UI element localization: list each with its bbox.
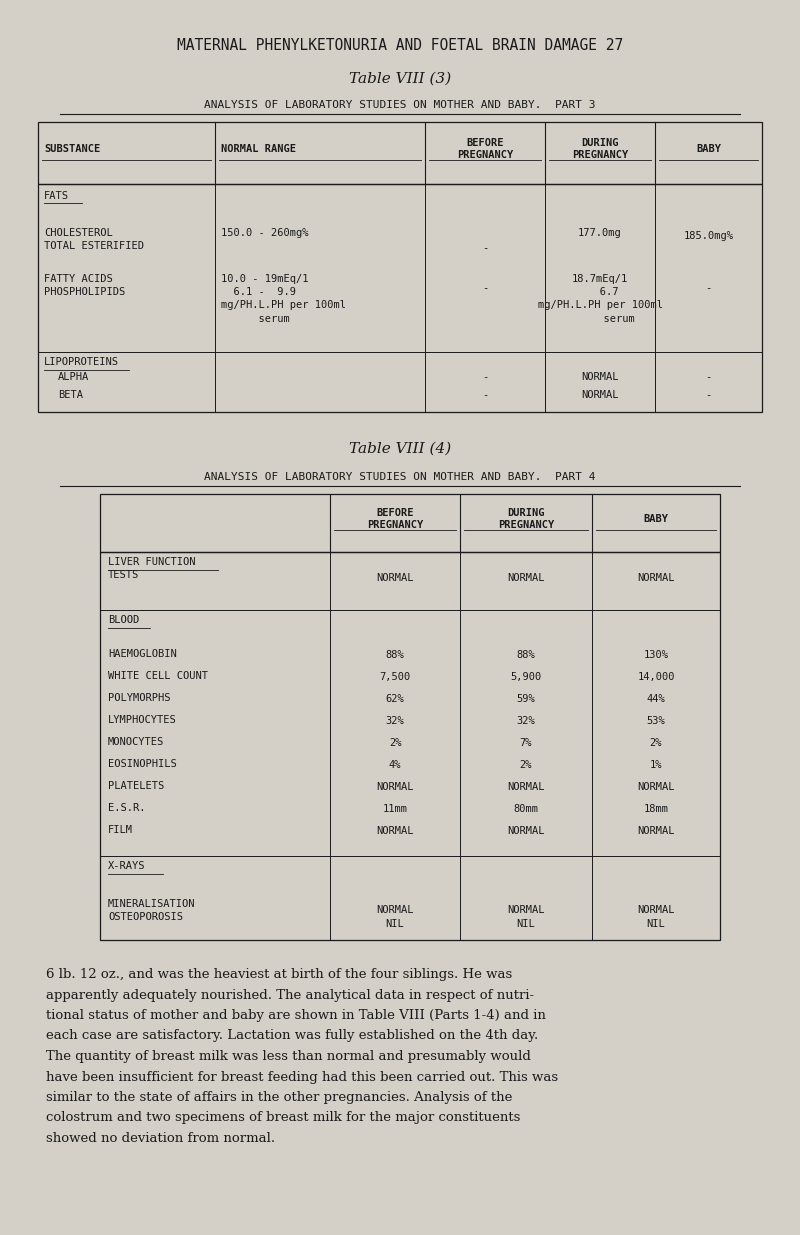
Text: each case are satisfactory. Lactation was fully established on the 4th day.: each case are satisfactory. Lactation wa…: [46, 1030, 538, 1042]
Text: PLATELETS: PLATELETS: [108, 781, 164, 790]
Text: SUBSTANCE: SUBSTANCE: [44, 144, 100, 154]
Bar: [38, 122, 762, 184]
Text: E.S.R.: E.S.R.: [108, 803, 146, 813]
Text: 14,000: 14,000: [638, 672, 674, 682]
Text: NORMAL: NORMAL: [638, 573, 674, 583]
Text: 2%: 2%: [520, 760, 532, 769]
Text: ALPHA: ALPHA: [58, 372, 90, 382]
Text: colostrum and two specimens of breast milk for the major constituents: colostrum and two specimens of breast mi…: [46, 1112, 520, 1125]
Text: 18mm: 18mm: [643, 804, 669, 814]
Text: POLYMORPHS: POLYMORPHS: [108, 693, 170, 703]
Text: X-RAYS: X-RAYS: [108, 861, 146, 871]
Text: MATERNAL PHENYLKETONURIA AND FOETAL BRAIN DAMAGE 27: MATERNAL PHENYLKETONURIA AND FOETAL BRAI…: [177, 38, 623, 53]
Text: CHOLESTEROL
TOTAL ESTERIFIED: CHOLESTEROL TOTAL ESTERIFIED: [44, 228, 144, 251]
Text: MONOCYTES: MONOCYTES: [108, 737, 164, 747]
Text: 4%: 4%: [389, 760, 402, 769]
Text: -: -: [482, 243, 488, 253]
Text: BEFORE
PREGNANCY: BEFORE PREGNANCY: [367, 508, 423, 530]
Text: -: -: [706, 390, 712, 400]
Text: -: -: [706, 372, 712, 382]
Text: DURING
PREGNANCY: DURING PREGNANCY: [498, 508, 554, 530]
Text: BETA: BETA: [58, 390, 83, 400]
Text: Table VIII (3): Table VIII (3): [349, 72, 451, 86]
Text: 10.0 - 19mEq/1
  6.1 -  9.9
mg/PH.L.PH per 100ml
      serum: 10.0 - 19mEq/1 6.1 - 9.9 mg/PH.L.PH per …: [221, 274, 346, 324]
Text: 7%: 7%: [520, 739, 532, 748]
Text: NORMAL: NORMAL: [376, 826, 414, 836]
Text: similar to the state of affairs in the other pregnancies. Analysis of the: similar to the state of affairs in the o…: [46, 1091, 512, 1104]
Text: DURING
PREGNANCY: DURING PREGNANCY: [572, 138, 628, 161]
Text: 88%: 88%: [517, 650, 535, 659]
Text: Table VIII (4): Table VIII (4): [349, 442, 451, 456]
Text: FILM: FILM: [108, 825, 133, 835]
Text: 2%: 2%: [389, 739, 402, 748]
Text: 44%: 44%: [646, 694, 666, 704]
Text: 177.0mg: 177.0mg: [578, 228, 622, 238]
Text: HAEMOGLOBIN: HAEMOGLOBIN: [108, 650, 177, 659]
Text: NORMAL RANGE: NORMAL RANGE: [221, 144, 296, 154]
Text: 32%: 32%: [386, 716, 404, 726]
Text: 7,500: 7,500: [379, 672, 410, 682]
Text: BEFORE
PREGNANCY: BEFORE PREGNANCY: [457, 138, 513, 161]
Bar: [100, 552, 720, 940]
Text: NORMAL: NORMAL: [507, 573, 545, 583]
Text: NORMAL: NORMAL: [638, 826, 674, 836]
Text: 62%: 62%: [386, 694, 404, 704]
Text: 150.0 - 260mg%: 150.0 - 260mg%: [221, 228, 309, 238]
Bar: [100, 494, 720, 552]
Text: NORMAL: NORMAL: [507, 826, 545, 836]
Text: NORMAL: NORMAL: [582, 372, 618, 382]
Text: BABY: BABY: [696, 144, 721, 154]
Text: 185.0mg%: 185.0mg%: [683, 231, 734, 241]
Text: 11mm: 11mm: [382, 804, 407, 814]
Text: NORMAL
NIL: NORMAL NIL: [507, 905, 545, 929]
Text: NORMAL: NORMAL: [638, 782, 674, 792]
Bar: [38, 184, 762, 412]
Text: NORMAL
NIL: NORMAL NIL: [376, 905, 414, 929]
Text: ANALYSIS OF LABORATORY STUDIES ON MOTHER AND BABY.  PART 3: ANALYSIS OF LABORATORY STUDIES ON MOTHER…: [204, 100, 596, 110]
Text: tional status of mother and baby are shown in Table VIII (Parts 1-4) and in: tional status of mother and baby are sho…: [46, 1009, 546, 1023]
Text: FATTY ACIDS
PHOSPHOLIPIDS: FATTY ACIDS PHOSPHOLIPIDS: [44, 274, 126, 298]
Text: NORMAL: NORMAL: [507, 782, 545, 792]
Text: -: -: [482, 390, 488, 400]
Text: LIVER FUNCTION
TESTS: LIVER FUNCTION TESTS: [108, 557, 195, 580]
Text: 88%: 88%: [386, 650, 404, 659]
Text: BABY: BABY: [643, 514, 669, 524]
Text: NORMAL: NORMAL: [582, 390, 618, 400]
Text: NORMAL
NIL: NORMAL NIL: [638, 905, 674, 929]
Text: MINERALISATION
OSTEOPOROSIS: MINERALISATION OSTEOPOROSIS: [108, 899, 195, 923]
Text: 2%: 2%: [650, 739, 662, 748]
Text: 6 lb. 12 oz., and was the heaviest at birth of the four siblings. He was: 6 lb. 12 oz., and was the heaviest at bi…: [46, 968, 512, 981]
Text: 32%: 32%: [517, 716, 535, 726]
Text: have been insufficient for breast feeding had this been carried out. This was: have been insufficient for breast feedin…: [46, 1071, 558, 1083]
Text: showed no deviation from normal.: showed no deviation from normal.: [46, 1132, 275, 1145]
Text: 80mm: 80mm: [514, 804, 538, 814]
Text: 18.7mEq/1
   6.7
mg/PH.L.PH per 100ml
      serum: 18.7mEq/1 6.7 mg/PH.L.PH per 100ml serum: [538, 274, 662, 324]
Text: NORMAL: NORMAL: [376, 573, 414, 583]
Text: LIPOPROTEINS: LIPOPROTEINS: [44, 357, 119, 367]
Text: 5,900: 5,900: [510, 672, 542, 682]
Text: 53%: 53%: [646, 716, 666, 726]
Text: 1%: 1%: [650, 760, 662, 769]
Text: -: -: [706, 283, 712, 293]
Text: apparently adequately nourished. The analytical data in respect of nutri-: apparently adequately nourished. The ana…: [46, 988, 534, 1002]
Text: BLOOD: BLOOD: [108, 615, 139, 625]
Text: NORMAL: NORMAL: [376, 782, 414, 792]
Text: ANALYSIS OF LABORATORY STUDIES ON MOTHER AND BABY.  PART 4: ANALYSIS OF LABORATORY STUDIES ON MOTHER…: [204, 472, 596, 482]
Text: FATS: FATS: [44, 191, 69, 201]
Text: 130%: 130%: [643, 650, 669, 659]
Text: -: -: [482, 372, 488, 382]
Text: The quantity of breast milk was less than normal and presumably would: The quantity of breast milk was less tha…: [46, 1050, 531, 1063]
Text: -: -: [482, 283, 488, 293]
Text: EOSINOPHILS: EOSINOPHILS: [108, 760, 177, 769]
Text: LYMPHOCYTES: LYMPHOCYTES: [108, 715, 177, 725]
Text: WHITE CELL COUNT: WHITE CELL COUNT: [108, 671, 208, 680]
Text: 59%: 59%: [517, 694, 535, 704]
